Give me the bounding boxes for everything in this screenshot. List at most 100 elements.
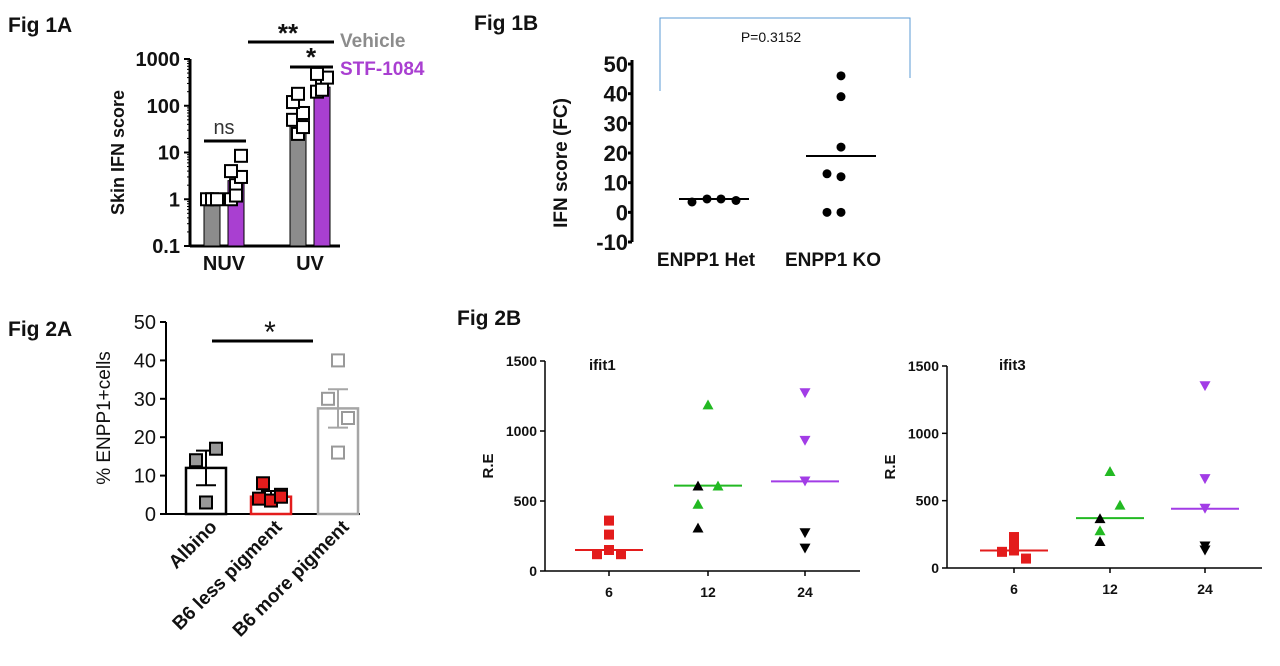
fig1b-point bbox=[836, 172, 846, 182]
fig1a-x-tick-label: UV bbox=[296, 253, 324, 275]
fig2b_ifit3-title: ifit3 bbox=[999, 357, 1026, 374]
fig1b-x-tick-label: ENPP1 Het bbox=[657, 250, 756, 271]
fig1b-x-tick-label: ENPP1 KO bbox=[785, 250, 881, 271]
fig1b-y-tick-label: 10 bbox=[604, 171, 628, 196]
fig-2b-label: Fig 2B bbox=[457, 307, 522, 330]
fig-2a-label: Fig 2A bbox=[8, 318, 73, 341]
fig1a-point bbox=[296, 120, 310, 135]
fig2a-point bbox=[341, 411, 355, 425]
fig1a-star-label: * bbox=[306, 42, 317, 72]
fig2b_ifit1-point bbox=[692, 522, 704, 533]
fig2b_ifit3-point bbox=[1199, 503, 1211, 514]
fig2b_ifit1-point bbox=[702, 399, 714, 410]
fig2a-point bbox=[199, 495, 213, 510]
fig2b_ifit3-point bbox=[1114, 499, 1126, 510]
fig1b-point bbox=[822, 169, 832, 179]
fig2b_ifit3-point bbox=[1199, 381, 1211, 392]
fig2b_ifit3-point bbox=[1199, 545, 1211, 556]
fig2b_ifit1-point bbox=[712, 480, 724, 491]
fig2b_ifit3-y-tick-label: 500 bbox=[916, 493, 940, 509]
fig1b-y-tick-label: 50 bbox=[604, 52, 628, 77]
fig2a-y-axis-title: % ENPP1+cells bbox=[94, 351, 115, 485]
fig2a-y-tick-label: 30 bbox=[134, 389, 156, 411]
fig1b-point bbox=[731, 195, 741, 205]
fig2b_ifit1-point bbox=[604, 515, 614, 526]
fig2b_ifit1-y-tick-label: 1500 bbox=[506, 353, 537, 369]
fig2a-y-tick-label: 40 bbox=[134, 350, 156, 372]
fig2a-y-tick-label: 50 bbox=[134, 312, 156, 334]
fig2b_ifit1-title: ifit1 bbox=[589, 357, 616, 374]
fig1a-bar bbox=[203, 198, 221, 247]
fig2a-significance-label: * bbox=[264, 316, 276, 349]
fig2b_ifit1-point bbox=[799, 476, 811, 487]
fig1b-point bbox=[836, 92, 846, 102]
fig2b_ifit1-y-axis-title: R.E bbox=[480, 453, 497, 478]
fig1a-point bbox=[224, 164, 238, 179]
fig1b-point bbox=[836, 142, 846, 152]
fig2b_ifit1-y-tick-label: 1000 bbox=[506, 423, 537, 439]
fig1a-point bbox=[296, 105, 310, 120]
fig2b_ifit1-point bbox=[799, 388, 811, 399]
fig2a-point bbox=[331, 445, 345, 460]
fig2a-y-tick-label: 10 bbox=[134, 466, 156, 488]
fig2a-point bbox=[252, 491, 266, 506]
fig1b-y-tick-label: 20 bbox=[604, 141, 628, 166]
fig2b_ifit3-point bbox=[1094, 525, 1106, 536]
fig2b_ifit1-x-tick-label: 12 bbox=[700, 584, 716, 600]
fig1b-y-axis-title: IFN score (FC) bbox=[551, 98, 572, 228]
fig2b_ifit3-point bbox=[1104, 466, 1116, 476]
fig1b-y-tick-label: 40 bbox=[604, 82, 628, 107]
fig2b_ifit3-y-tick-label: 1000 bbox=[908, 425, 939, 441]
fig2b_ifit3-x-tick-label: 6 bbox=[1010, 581, 1018, 597]
fig2b_ifit1-point bbox=[592, 549, 602, 560]
fig1a-legend-stf: STF-1084 bbox=[340, 59, 425, 80]
fig-1b-label: Fig 1B bbox=[474, 12, 539, 35]
fig2b_ifit3-point bbox=[1021, 553, 1031, 564]
fig1b-point bbox=[716, 194, 726, 204]
fig1a-y-tick-label: 1000 bbox=[136, 49, 181, 71]
fig2a-x-tick-label: B6 less pigment bbox=[169, 516, 287, 634]
fig2b_ifit3-y-tick-label: 1500 bbox=[908, 358, 939, 374]
fig1b-y-tick-label: 0 bbox=[616, 200, 628, 225]
fig1b-y-tick-label: -10 bbox=[596, 230, 628, 255]
fig2a-x-tick-label: Albino bbox=[165, 517, 222, 574]
fig2b_ifit3-point bbox=[1094, 536, 1106, 547]
fig1a-bar bbox=[313, 86, 331, 247]
fig1a-x-tick-label: NUV bbox=[203, 253, 246, 275]
fig2b_ifit3-x-tick-label: 12 bbox=[1102, 581, 1118, 597]
fig1b-point bbox=[687, 197, 697, 207]
fig2b_ifit3-point bbox=[1009, 545, 1019, 556]
fig1a-y-tick-label: 100 bbox=[147, 96, 180, 118]
fig2a-point bbox=[256, 476, 270, 491]
fig2b_ifit1-y-tick-label: 500 bbox=[514, 493, 538, 509]
fig2b_ifit1-point bbox=[604, 529, 614, 540]
fig2b_ifit3-y-tick-label: 0 bbox=[931, 560, 939, 576]
fig1b-point bbox=[836, 207, 846, 217]
fig2b_ifit3-x-tick-label: 24 bbox=[1197, 581, 1213, 597]
fig2a-point bbox=[321, 391, 335, 406]
fig2b_ifit3-y-axis-title: R.E bbox=[882, 454, 899, 479]
fig2a-x-tick-label: B6 more pigment bbox=[229, 516, 354, 641]
fig1a-point bbox=[234, 148, 248, 163]
fig1b-point bbox=[836, 71, 846, 81]
fig1a-point bbox=[229, 188, 243, 203]
fig1a-double-star-label: ** bbox=[278, 18, 299, 48]
fig1b-significance-bracket bbox=[659, 17, 911, 91]
fig2b_ifit1-point bbox=[799, 543, 811, 554]
fig1a-y-tick-label: 10 bbox=[158, 143, 180, 165]
fig1a-legend-vehicle: Vehicle bbox=[340, 31, 406, 52]
fig1b-point bbox=[702, 194, 712, 204]
fig2b_ifit3-point bbox=[1094, 513, 1106, 524]
fig1a-y-tick-label: 1 bbox=[169, 189, 180, 211]
fig2b_ifit1-y-tick-label: 0 bbox=[529, 563, 537, 579]
fig1a-point bbox=[210, 192, 224, 207]
fig1b-pvalue: P=0.3152 bbox=[741, 29, 802, 45]
fig2a-y-tick-label: 20 bbox=[134, 427, 156, 449]
fig2b_ifit3-point bbox=[997, 546, 1007, 557]
fig2a-point bbox=[209, 441, 223, 456]
fig1b-y-tick-label: 30 bbox=[604, 111, 628, 136]
fig2b_ifit1-x-tick-label: 6 bbox=[605, 584, 613, 600]
fig-1a-label: Fig 1A bbox=[8, 14, 73, 37]
fig2a-point bbox=[189, 453, 203, 468]
